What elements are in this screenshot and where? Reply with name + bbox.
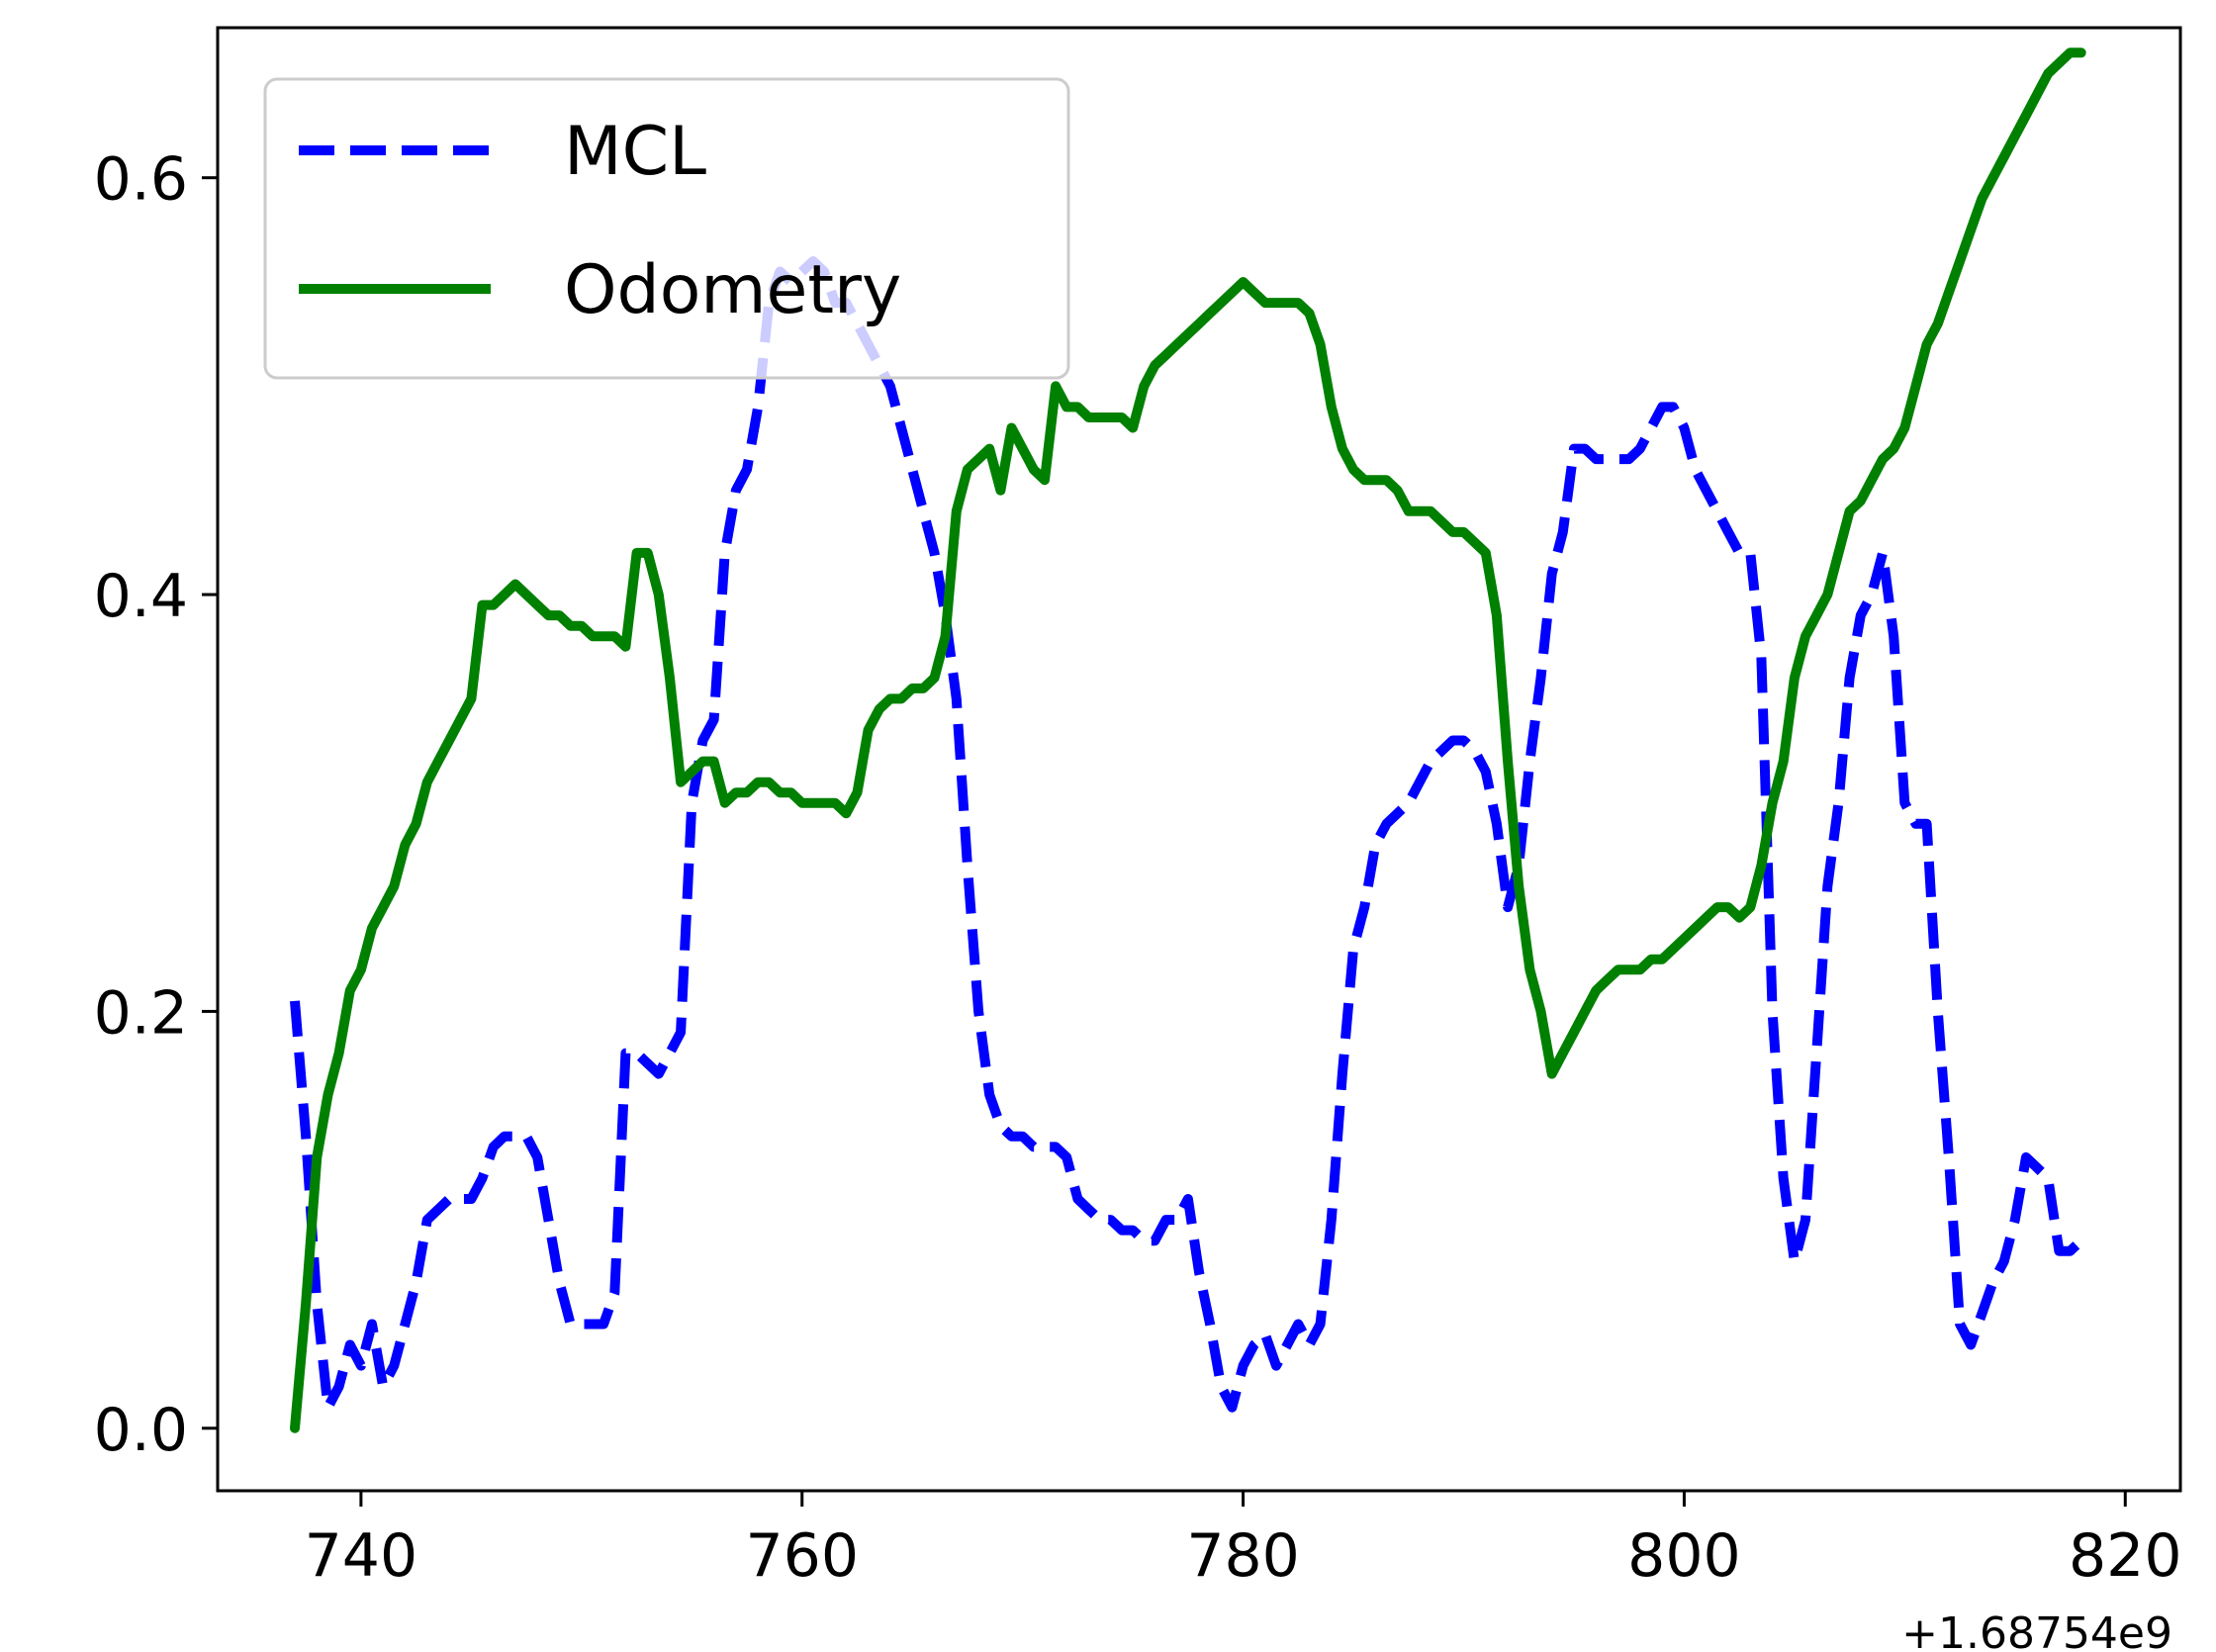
series-line-odometry bbox=[290, 47, 2086, 1433]
y-axis: 0.0 0.2 0.4 0.6 bbox=[94, 145, 218, 1465]
y-tick-label: 0.4 bbox=[94, 562, 188, 631]
plot-frame bbox=[216, 26, 2182, 1493]
x-tick-label: 800 bbox=[1627, 1521, 1741, 1591]
y-tick-label: 0.2 bbox=[94, 978, 188, 1048]
x-offset-label: +1.68754e9 bbox=[1901, 1608, 2172, 1652]
legend-label-mcl: MCL bbox=[564, 113, 706, 191]
y-tick-label: 0.6 bbox=[94, 145, 188, 215]
x-tick-label: 780 bbox=[1186, 1521, 1300, 1591]
y-tick-label: 0.0 bbox=[94, 1396, 188, 1465]
x-axis: 740 760 780 800 820 bbox=[305, 1491, 2182, 1591]
legend: MCL Odometry bbox=[263, 77, 1070, 380]
x-tick-label: 820 bbox=[2069, 1521, 2182, 1591]
plot-lines bbox=[290, 47, 2086, 1433]
legend-label-odometry: Odometry bbox=[564, 251, 901, 329]
x-tick-label: 760 bbox=[745, 1521, 859, 1591]
x-tick-label: 740 bbox=[305, 1521, 418, 1591]
series-line-mcl bbox=[290, 256, 2085, 1413]
